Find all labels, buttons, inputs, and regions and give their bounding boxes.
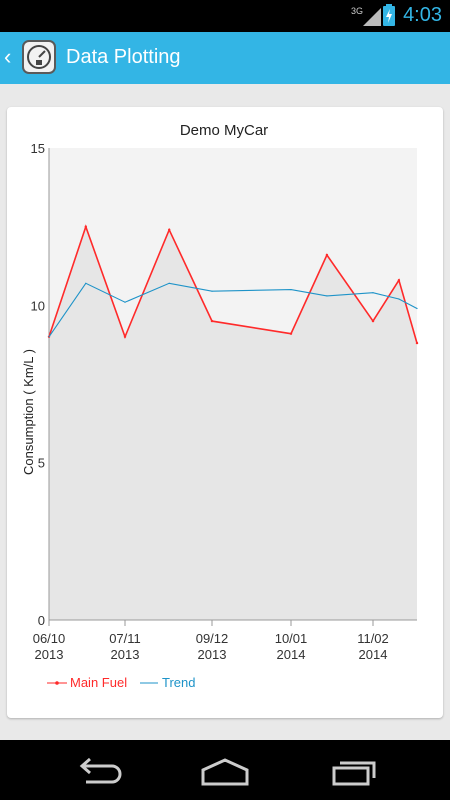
page-title: Data Plotting [66,46,181,68]
up-navigation-icon[interactable]: ‹ [4,44,12,69]
y-tick-label: 15 [31,141,45,156]
status-bar: 3G 4:03 [0,0,450,32]
fuel-gauge-icon[interactable] [22,40,56,74]
network-type: 3G [351,6,363,16]
legend-main-fuel-label: Main Fuel [70,675,127,690]
battery-icon [383,4,395,26]
legend: Main Fuel Trend [47,675,195,690]
x-tick-label: 11/02 [357,631,389,646]
trend-point [48,336,50,338]
x-ticks: 06/10201307/11201309/12201310/01201411/0… [33,620,389,662]
trend-point [326,295,328,297]
main-fuel-area [49,226,417,620]
trend-point [168,282,170,284]
main-fuel-point [210,319,214,323]
main-fuel-point [289,332,293,335]
back-icon[interactable] [70,754,130,788]
y-axis-label: Consumption ( Km/L ) [21,349,36,475]
main-fuel-line [48,224,418,344]
chart-card: Demo MyCar 0 5 10 15 06/10 2013 07/11 2013 09/1… [7,107,443,718]
recent-apps-icon[interactable] [328,754,388,788]
main-fuel-point [397,279,401,282]
trend-point [372,292,374,294]
x-tick-label: 10/01 [275,631,308,646]
y-ticks: 0 5 10 15 [31,141,45,628]
legend-trend-label: Trend [162,675,195,690]
trend-point [211,290,213,292]
x-tick-label: 09/12 [196,631,229,646]
main-fuel-point [325,253,329,257]
main-fuel-point [415,341,419,345]
y-tick-label: 5 [38,456,45,471]
trend-point [416,307,418,310]
main-fuel-point [371,319,375,323]
chart-title: Demo MyCar [180,122,268,139]
trend-point [124,301,126,303]
x-tick-year: 2014 [277,647,306,662]
y-tick-label: 0 [38,613,45,628]
main-fuel-point [84,225,88,228]
main-fuel-point [168,228,171,231]
main-fuel-fill [49,226,417,620]
x-tick-year: 2013 [35,647,64,662]
x-tick-year: 2014 [359,647,388,662]
series-lines [47,224,419,345]
trend-line [48,282,418,338]
trend-point [85,282,87,284]
home-icon[interactable] [195,754,255,788]
main-fuel-point [123,335,127,338]
x-tick-label: 06/10 [33,631,66,646]
y-tick-label: 10 [31,298,45,313]
x-tick-year: 2013 [198,647,227,662]
action-bar: ‹ Data Plotting [0,32,450,84]
x-tick-year: 2013 [111,647,140,662]
clock: 4:03 [403,4,442,26]
trend-point [398,298,400,300]
legend-main-fuel-marker [55,681,59,685]
navigation-bar [0,740,450,800]
signal-icon: 3G [351,6,381,26]
x-tick-label: 07/11 [109,631,141,646]
trend-point [290,289,292,291]
